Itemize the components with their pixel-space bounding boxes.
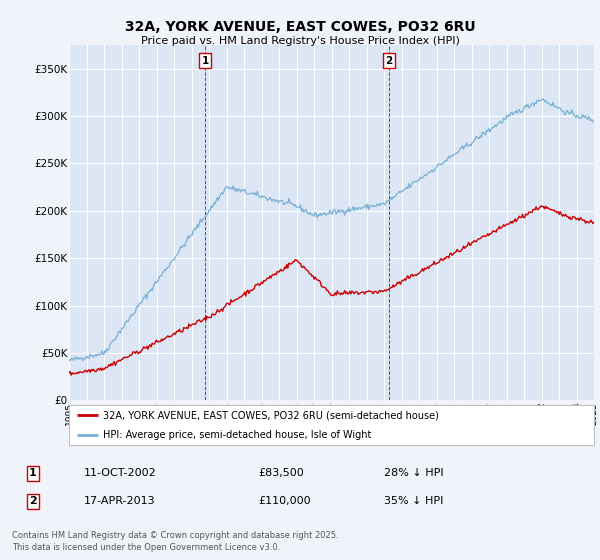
Text: £83,500: £83,500 <box>258 468 304 478</box>
Text: 1: 1 <box>202 56 209 66</box>
Text: £110,000: £110,000 <box>258 496 311 506</box>
Text: Contains HM Land Registry data © Crown copyright and database right 2025.
This d: Contains HM Land Registry data © Crown c… <box>12 531 338 552</box>
Text: 32A, YORK AVENUE, EAST COWES, PO32 6RU (semi-detached house): 32A, YORK AVENUE, EAST COWES, PO32 6RU (… <box>103 410 439 421</box>
Text: 1: 1 <box>29 468 37 478</box>
Text: 35% ↓ HPI: 35% ↓ HPI <box>384 496 443 506</box>
Text: HPI: Average price, semi-detached house, Isle of Wight: HPI: Average price, semi-detached house,… <box>103 430 371 440</box>
Text: 2: 2 <box>29 496 37 506</box>
Text: 32A, YORK AVENUE, EAST COWES, PO32 6RU: 32A, YORK AVENUE, EAST COWES, PO32 6RU <box>125 20 475 34</box>
Text: Price paid vs. HM Land Registry's House Price Index (HPI): Price paid vs. HM Land Registry's House … <box>140 36 460 46</box>
Text: 17-APR-2013: 17-APR-2013 <box>84 496 155 506</box>
Text: 2: 2 <box>385 56 392 66</box>
Text: 28% ↓ HPI: 28% ↓ HPI <box>384 468 443 478</box>
Text: 11-OCT-2002: 11-OCT-2002 <box>84 468 157 478</box>
